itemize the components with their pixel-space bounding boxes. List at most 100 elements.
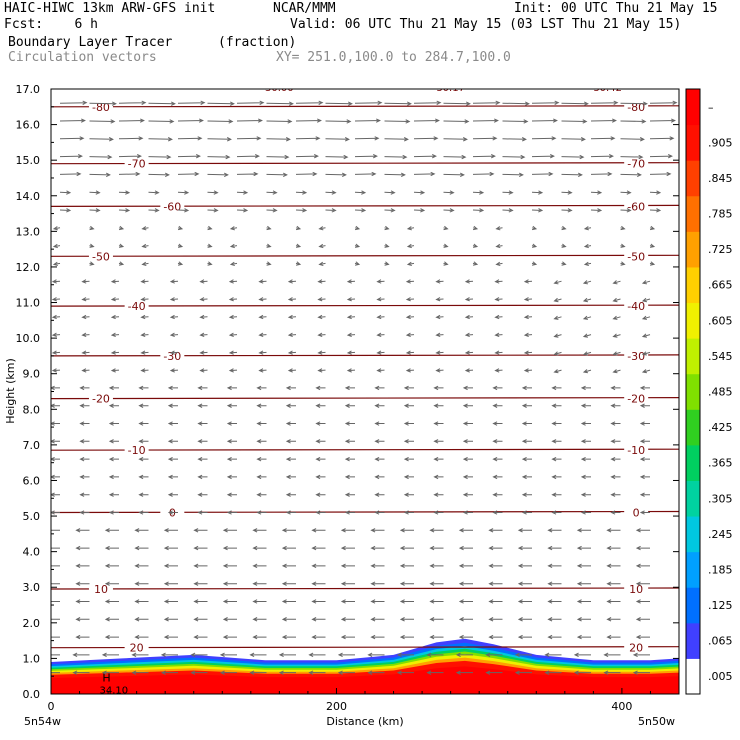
wind-vector bbox=[177, 208, 190, 213]
colorbar-swatch bbox=[686, 302, 700, 339]
wind-vector bbox=[325, 172, 347, 178]
wind-vector bbox=[199, 279, 208, 284]
wind-vector bbox=[75, 545, 90, 551]
wind-vector bbox=[547, 581, 562, 586]
wind-vector bbox=[287, 279, 297, 284]
colorbar-label: .725 bbox=[708, 243, 733, 256]
wind-vector bbox=[79, 403, 90, 408]
wind-vector bbox=[583, 226, 592, 231]
wind-vector bbox=[635, 563, 650, 569]
wind-vector bbox=[81, 332, 90, 337]
wind-vector bbox=[433, 385, 444, 391]
wind-vector bbox=[576, 634, 591, 640]
wind-vector bbox=[523, 332, 533, 337]
wind-vector bbox=[435, 368, 444, 373]
wind-vector bbox=[258, 350, 267, 355]
wind-vector bbox=[458, 545, 473, 551]
wind-vector bbox=[177, 100, 206, 105]
wind-vector bbox=[639, 456, 650, 462]
wind-vector bbox=[51, 492, 60, 497]
wind-vector bbox=[59, 100, 88, 105]
isotherm-label: -30 bbox=[163, 350, 181, 363]
wind-vector bbox=[429, 581, 444, 586]
wind-vector bbox=[639, 510, 650, 515]
isotherm-label: 10 bbox=[94, 583, 108, 596]
x-axis-title: Distance (km) bbox=[326, 715, 403, 728]
wind-vector bbox=[163, 617, 178, 622]
wind-vector bbox=[285, 421, 296, 426]
isotherm-label: 20 bbox=[629, 642, 643, 655]
wind-vector bbox=[553, 333, 562, 338]
wind-vector bbox=[281, 617, 296, 622]
isotherm-label-bg bbox=[624, 391, 649, 404]
wind-vector bbox=[376, 368, 385, 373]
isotherm-label: -80 bbox=[627, 101, 645, 114]
wind-vector bbox=[177, 190, 190, 195]
y-tick-label: 13.0 bbox=[16, 225, 41, 238]
wind-vector bbox=[553, 297, 562, 303]
wind-vector bbox=[193, 545, 208, 551]
wind-vector bbox=[354, 243, 361, 248]
x-end-location: 5n50w bbox=[638, 715, 675, 728]
colorbar-swatch bbox=[686, 124, 700, 161]
wind-vector bbox=[582, 280, 592, 285]
isotherm-label-bg bbox=[160, 199, 185, 212]
wind-vector bbox=[384, 172, 406, 178]
wind-vector bbox=[376, 279, 385, 284]
wind-vector bbox=[488, 581, 503, 586]
wind-vector bbox=[315, 403, 326, 408]
wind-vector bbox=[464, 314, 474, 320]
wind-vector bbox=[502, 154, 526, 160]
isotherm-label-bg bbox=[88, 391, 113, 404]
y-tick-label: 15.0 bbox=[16, 154, 41, 167]
isotherm-label-bg bbox=[624, 505, 649, 518]
wind-vector bbox=[325, 101, 353, 106]
wind-vector bbox=[226, 474, 237, 480]
colorbar-label: .605 bbox=[708, 314, 733, 327]
wind-vector bbox=[354, 118, 381, 123]
wind-vector bbox=[193, 617, 208, 622]
isotherm-label: 0 bbox=[633, 507, 640, 520]
wind-vector bbox=[104, 634, 119, 640]
wind-vector bbox=[458, 528, 473, 533]
wind-vector bbox=[494, 368, 503, 373]
wind-vector bbox=[252, 599, 267, 604]
wind-vector bbox=[376, 350, 385, 355]
wind-vector bbox=[52, 261, 61, 266]
wind-vector bbox=[399, 617, 414, 622]
vector-layer bbox=[51, 100, 678, 675]
y-tick-label: 4.0 bbox=[23, 546, 41, 559]
wind-vector bbox=[197, 492, 208, 497]
wind-vector bbox=[433, 492, 444, 497]
isotherm-label-bg bbox=[124, 443, 149, 456]
wind-vector bbox=[521, 421, 532, 426]
wind-vector bbox=[226, 403, 237, 408]
wind-vector bbox=[118, 190, 131, 195]
wind-vector bbox=[256, 456, 267, 462]
wind-vector bbox=[340, 599, 355, 604]
wind-vector bbox=[492, 456, 503, 462]
wind-vector bbox=[118, 100, 147, 105]
wind-vector bbox=[295, 261, 302, 266]
wind-vector bbox=[492, 385, 503, 391]
wind-vector bbox=[325, 119, 352, 124]
wind-vector bbox=[340, 545, 355, 551]
wind-vector bbox=[443, 225, 449, 231]
wind-vector bbox=[134, 634, 149, 640]
wind-vector bbox=[523, 279, 533, 284]
wind-vector bbox=[75, 617, 90, 622]
wind-vector bbox=[367, 670, 385, 675]
wind-vector bbox=[134, 599, 149, 604]
surface-value: 34.10 bbox=[100, 685, 129, 696]
wind-vector bbox=[295, 171, 318, 177]
pressure-label: 30.00 bbox=[265, 83, 294, 94]
wind-vector bbox=[340, 563, 355, 569]
wind-vector bbox=[443, 243, 449, 248]
wind-vector bbox=[163, 581, 178, 586]
wind-vector bbox=[492, 492, 503, 497]
wind-vector bbox=[590, 154, 614, 159]
wind-vector bbox=[403, 456, 414, 462]
wind-vector bbox=[108, 474, 119, 480]
wind-vector bbox=[455, 652, 473, 658]
wind-vector bbox=[295, 100, 324, 105]
